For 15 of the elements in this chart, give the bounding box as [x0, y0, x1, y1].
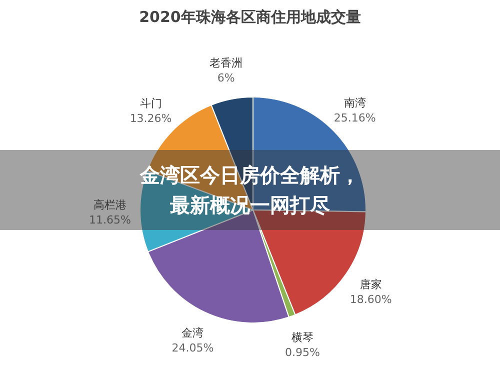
slice-label: 横琴: [291, 331, 314, 344]
slice-label: 南湾: [344, 96, 366, 110]
slice-label: 高栏港: [94, 198, 127, 212]
data-label: 24.05%: [172, 342, 214, 355]
data-label: 25.16%: [334, 112, 376, 125]
slice-label: 唐家: [360, 278, 382, 291]
slice-label: 老香洲: [210, 56, 243, 70]
chart-title: 2020年珠海各区商住用地成交量: [139, 8, 361, 26]
slice-label: 斗门: [140, 96, 162, 110]
slice-label: 金湾: [182, 326, 204, 340]
data-label: 18.60%: [350, 292, 392, 306]
data-label: 0.95%: [284, 346, 320, 360]
data-label: 13.26%: [130, 112, 172, 125]
data-label: 6%: [217, 72, 235, 85]
data-label: 11.65%: [89, 214, 131, 227]
